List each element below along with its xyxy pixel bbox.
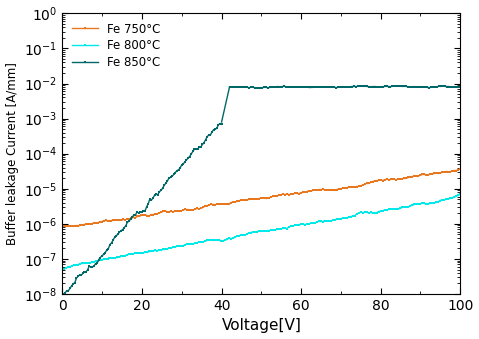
Fe 800°C — [437, 199, 443, 203]
Fe 800°C — [85, 261, 91, 265]
Fe 850°C — [454, 85, 459, 89]
X-axis label: Voltage[V]: Voltage[V] — [221, 318, 301, 334]
Fe 750°C — [439, 170, 445, 174]
Fe 850°C — [291, 85, 297, 89]
Fe 750°C — [87, 222, 92, 226]
Fe 750°C — [169, 209, 174, 213]
Fe 800°C — [423, 202, 429, 206]
Legend: Fe 750°C, Fe 800°C, Fe 850°C: Fe 750°C, Fe 800°C, Fe 850°C — [68, 19, 164, 73]
Fe 800°C — [135, 251, 140, 255]
Fe 850°C — [256, 86, 262, 90]
Fe 800°C — [77, 262, 82, 266]
Fe 850°C — [277, 85, 283, 89]
Fe 750°C — [137, 214, 142, 218]
Fe 800°C — [61, 267, 67, 271]
Fe 750°C — [457, 166, 463, 171]
Fe 750°C — [69, 224, 75, 228]
Fe 850°C — [388, 84, 393, 88]
Fe 850°C — [393, 84, 399, 88]
Fe 750°C — [61, 224, 67, 228]
Line: Fe 850°C: Fe 850°C — [228, 85, 462, 89]
Fe 800°C — [166, 246, 172, 251]
Y-axis label: Buffer leakage Current [A/mm]: Buffer leakage Current [A/mm] — [6, 62, 19, 245]
Fe 750°C — [425, 173, 431, 177]
Fe 750°C — [79, 223, 84, 227]
Fe 850°C — [227, 85, 232, 89]
Fe 850°C — [457, 85, 463, 89]
Line: Fe 800°C: Fe 800°C — [62, 193, 462, 270]
Line: Fe 750°C: Fe 750°C — [62, 167, 462, 228]
Fe 800°C — [457, 192, 463, 196]
Fe 850°C — [413, 85, 419, 89]
Fe 850°C — [356, 84, 362, 88]
